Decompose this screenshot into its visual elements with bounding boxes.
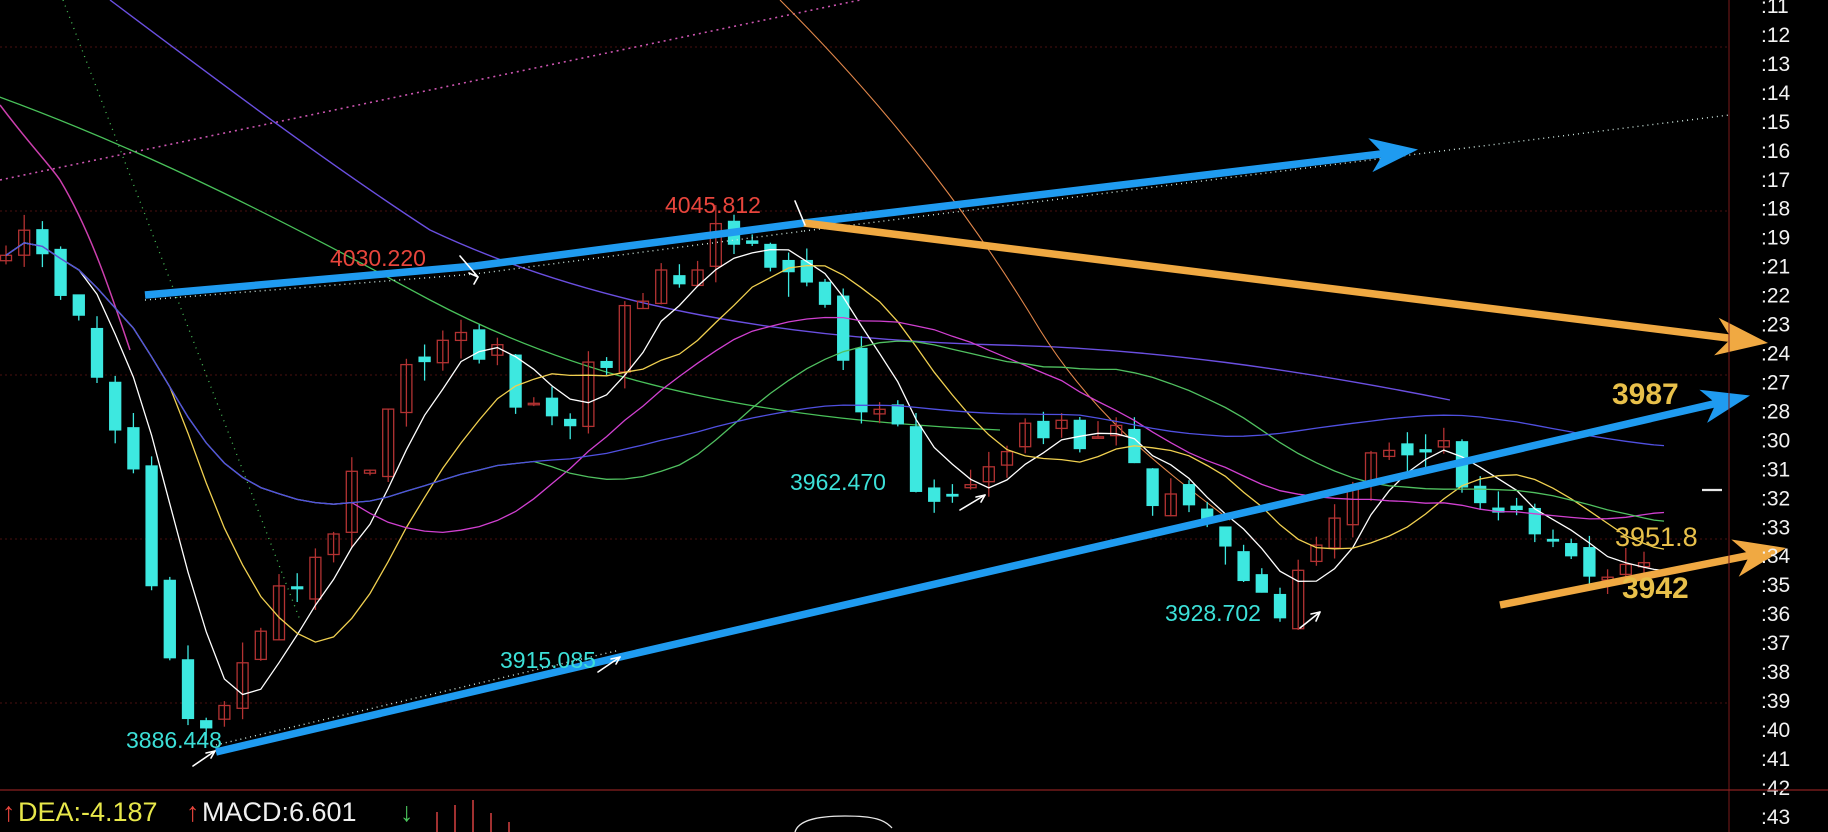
- svg-text::39: :39: [1761, 690, 1790, 713]
- svg-text::38: :38: [1761, 661, 1790, 684]
- svg-text::28: :28: [1761, 400, 1790, 423]
- svg-text::16: :16: [1761, 140, 1790, 163]
- svg-text::36: :36: [1761, 603, 1790, 626]
- svg-text:3928.702: 3928.702: [1165, 600, 1261, 626]
- svg-text:3886.448: 3886.448: [126, 727, 222, 753]
- svg-text::18: :18: [1761, 198, 1790, 221]
- svg-text::11: :11: [1761, 0, 1789, 18]
- svg-text::17: :17: [1761, 169, 1790, 192]
- svg-text:4045.812: 4045.812: [665, 192, 761, 218]
- svg-text:↑: ↑: [186, 797, 200, 827]
- svg-text:MACD:6.601: MACD:6.601: [202, 797, 357, 827]
- svg-text:3987: 3987: [1612, 378, 1679, 411]
- svg-text::40: :40: [1761, 719, 1790, 742]
- svg-text::30: :30: [1761, 429, 1790, 452]
- svg-text::35: :35: [1761, 574, 1790, 597]
- svg-text::33: :33: [1761, 516, 1790, 539]
- svg-text:3962.470: 3962.470: [790, 469, 886, 495]
- svg-text::34: :34: [1761, 545, 1791, 568]
- svg-text::41: :41: [1761, 748, 1790, 771]
- svg-text::15: :15: [1761, 111, 1790, 134]
- svg-text::27: :27: [1761, 372, 1790, 395]
- svg-text::37: :37: [1761, 632, 1790, 655]
- svg-text:↑: ↑: [2, 797, 16, 827]
- svg-text::42: :42: [1761, 777, 1790, 800]
- svg-text::19: :19: [1761, 227, 1790, 250]
- svg-text:3915.085: 3915.085: [500, 647, 596, 673]
- svg-text::22: :22: [1761, 285, 1790, 308]
- svg-text::43: :43: [1761, 806, 1790, 829]
- svg-text::21: :21: [1761, 256, 1790, 279]
- svg-text::23: :23: [1761, 314, 1790, 337]
- svg-text::14: :14: [1761, 82, 1791, 105]
- svg-text:3942: 3942: [1622, 572, 1689, 605]
- svg-text::12: :12: [1761, 24, 1790, 47]
- svg-text:3951.8: 3951.8: [1615, 522, 1698, 552]
- svg-text:4030.220: 4030.220: [330, 245, 426, 271]
- svg-text::24: :24: [1761, 343, 1791, 366]
- svg-text::13: :13: [1761, 53, 1790, 76]
- svg-text:DEA:-4.187: DEA:-4.187: [18, 797, 158, 827]
- svg-text::31: :31: [1761, 458, 1790, 481]
- svg-text:↓: ↓: [400, 797, 414, 827]
- svg-text::32: :32: [1761, 487, 1790, 510]
